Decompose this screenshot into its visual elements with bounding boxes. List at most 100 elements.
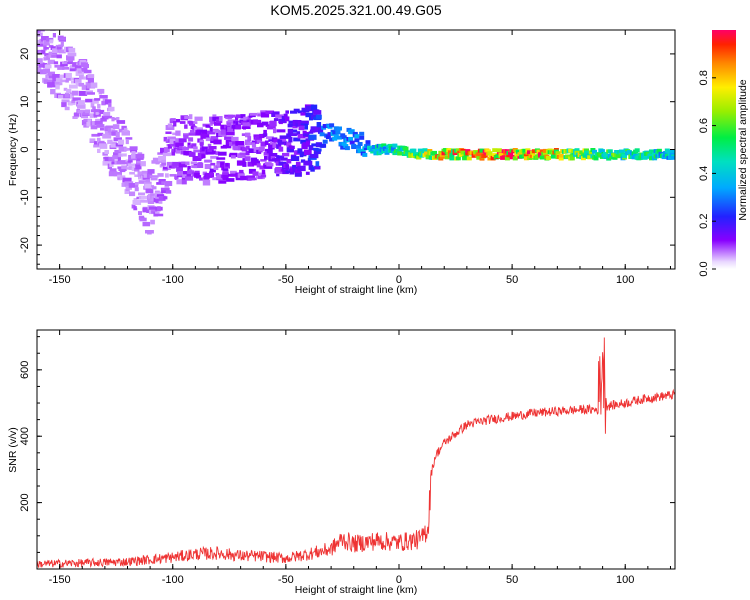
- colorbar-tick-label: 0.6: [698, 118, 710, 133]
- heatmap-cell: [179, 145, 184, 150]
- heatmap-cell: [114, 160, 119, 164]
- heatmap-cell: [144, 183, 152, 189]
- heatmap-cell: [455, 148, 461, 153]
- heatmap-cell: [305, 112, 314, 118]
- heatmap-cell: [99, 109, 105, 115]
- heatmap-cell: [149, 175, 159, 178]
- heatmap-cell: [210, 136, 219, 141]
- heatmap-cell: [128, 183, 136, 188]
- heatmap-cell: [265, 124, 271, 127]
- heatmap-cell: [181, 161, 188, 165]
- heatmap-cell: [313, 151, 321, 155]
- heatmap-cell: [333, 134, 339, 139]
- y-tick-label: -20: [19, 237, 31, 253]
- heatmap-cell: [181, 179, 187, 185]
- heatmap-cell: [87, 78, 94, 84]
- x-tick-label: 0: [396, 574, 402, 586]
- heatmap-cell: [37, 30, 39, 35]
- heatmap-cell: [289, 171, 295, 175]
- heatmap-cell: [202, 180, 211, 186]
- heatmap-cell: [52, 74, 60, 79]
- heatmap-cell: [295, 161, 301, 167]
- heatmap-cell: [147, 169, 155, 174]
- heatmap-cell: [72, 62, 78, 67]
- heatmap-cell: [183, 150, 192, 156]
- heatmap-cell: [37, 43, 44, 47]
- heatmap-cell: [235, 141, 245, 146]
- heatmap-cell: [260, 112, 270, 118]
- colorbar-tick-label: 0.2: [698, 214, 710, 229]
- heatmap-cell: [56, 54, 62, 59]
- heatmap-cell: [193, 149, 201, 153]
- heatmap-cell: [151, 210, 158, 214]
- heatmap-cell: [83, 124, 89, 128]
- heatmap-cell: [129, 191, 136, 197]
- heatmap-cell: [290, 133, 297, 137]
- heatmap-cell: [587, 153, 593, 158]
- heatmap-cell: [140, 161, 146, 167]
- heatmap-cell: [278, 161, 287, 166]
- heatmap-cell: [381, 143, 387, 148]
- heatmap-cell: [125, 185, 132, 190]
- snr-series-line: [37, 337, 675, 569]
- heatmap-cell: [313, 110, 322, 115]
- heatmap-cell: [204, 164, 212, 169]
- heatmap-cell: [115, 132, 120, 138]
- heatmap-cell: [209, 168, 216, 173]
- heatmap-cell: [97, 103, 101, 109]
- heatmap-cell: [257, 122, 264, 128]
- heatmap-cell: [357, 142, 363, 146]
- chart-title: KOM5.2025.321.00.49.G05: [270, 2, 441, 18]
- heatmap-cell: [455, 156, 461, 161]
- heatmap-cell: [134, 182, 139, 186]
- heatmap-cell: [102, 133, 112, 139]
- heatmap-cell: [349, 140, 355, 145]
- heatmap-cell: [216, 157, 226, 160]
- heatmap-cell: [118, 153, 124, 157]
- heatmap-cell: [38, 30, 45, 32]
- heatmap-cell: [289, 145, 295, 149]
- heatmap-cell: [154, 191, 164, 196]
- heatmap-cell: [197, 162, 204, 168]
- heatmap-cell: [215, 151, 220, 155]
- heatmap-cell: [61, 99, 70, 103]
- heatmap-cell: [652, 152, 658, 157]
- heatmap-cell: [309, 129, 316, 133]
- x-tick-label: -150: [49, 274, 71, 286]
- heatmap-cell: [568, 148, 574, 153]
- heatmap-cell: [135, 164, 142, 170]
- heatmap-cell: [252, 171, 259, 176]
- heatmap-cell: [216, 174, 226, 180]
- colorbar-tick-label: 0.0: [698, 261, 710, 276]
- heatmap-cell: [55, 84, 60, 90]
- heatmap-cell: [99, 95, 108, 99]
- heatmap-cell: [161, 159, 166, 163]
- heatmap-cell: [612, 155, 618, 160]
- heatmap-cell: [235, 176, 244, 181]
- heatmap-cell: [225, 116, 232, 120]
- heatmap-cell: [125, 137, 133, 140]
- heatmap-cell: [131, 151, 136, 156]
- heatmap-cell: [424, 151, 430, 156]
- heatmap-cell: [546, 156, 551, 160]
- heatmap-cell: [136, 196, 141, 200]
- heatmap-cell: [225, 131, 235, 136]
- heatmap-cell: [193, 121, 198, 124]
- heatmap-cell: [93, 144, 102, 148]
- heatmap-cell: [108, 171, 118, 177]
- heatmap-cell: [89, 138, 96, 142]
- heatmap-cell: [94, 141, 98, 145]
- heatmap-cell: [105, 125, 115, 131]
- heatmap-cell: [495, 154, 501, 159]
- heatmap-cell: [288, 137, 293, 143]
- heatmap-cell: [338, 141, 344, 146]
- heatmap-cell: [187, 142, 191, 147]
- heatmap-cell: [194, 116, 203, 121]
- heatmap-cell: [173, 146, 177, 149]
- heatmap-cell: [165, 173, 169, 178]
- heatmap-cell: [359, 135, 365, 140]
- heatmap-cell: [91, 133, 100, 137]
- heatmap-cell: [37, 66, 42, 71]
- heatmap-cell: [300, 139, 306, 144]
- heatmap-cell: [278, 140, 287, 144]
